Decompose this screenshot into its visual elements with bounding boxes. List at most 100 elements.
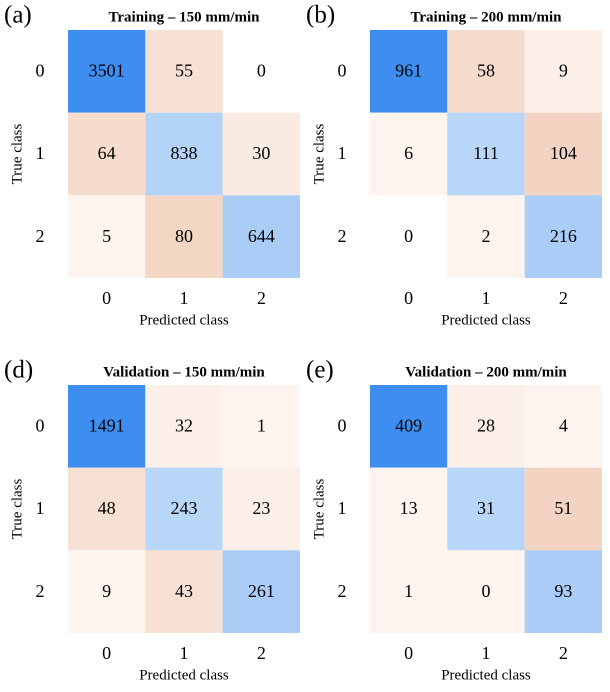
cell-value: 961 <box>395 60 422 80</box>
y-tick-label: 2 <box>36 226 45 246</box>
x-axis-label: Predicted class <box>139 312 229 328</box>
cell <box>222 195 300 278</box>
cell <box>145 550 223 633</box>
cell-value: 9 <box>102 581 111 601</box>
panel-label: (a) <box>4 2 32 29</box>
panel-label: (e) <box>306 357 334 384</box>
panel-title: Validation – 200 mm/min <box>405 364 567 380</box>
cell-value: 28 <box>477 415 495 435</box>
cell <box>222 112 300 196</box>
cell <box>524 385 602 468</box>
x-tick-label: 0 <box>404 643 413 663</box>
panel-title: Validation – 150 mm/min <box>103 364 265 380</box>
cell <box>145 30 223 113</box>
y-tick-label: 0 <box>36 60 45 80</box>
cell <box>68 550 146 633</box>
cell-value: 13 <box>400 498 418 518</box>
cell <box>370 112 448 196</box>
cell <box>370 195 448 278</box>
panel-title: Training – 200 mm/min <box>411 9 563 25</box>
cell <box>370 385 448 468</box>
cell <box>524 30 602 113</box>
x-tick-label: 0 <box>102 643 111 663</box>
y-tick-label: 0 <box>338 60 347 80</box>
cell <box>370 467 448 551</box>
cell-value: 1 <box>404 581 413 601</box>
x-tick-label: 0 <box>102 288 111 308</box>
y-tick-label: 2 <box>36 581 45 601</box>
y-tick-label: 1 <box>338 498 347 518</box>
cell <box>68 385 146 468</box>
y-tick-label: 0 <box>338 415 347 435</box>
x-tick-label: 1 <box>180 643 189 663</box>
x-axis-label: Predicted class <box>441 312 531 328</box>
x-tick-label: 1 <box>180 288 189 308</box>
cell-value: 3501 <box>89 60 125 80</box>
cell <box>145 467 223 551</box>
cell <box>524 467 602 551</box>
cell <box>68 195 146 278</box>
cell-value: 80 <box>175 226 193 246</box>
cell-value: 1 <box>257 415 266 435</box>
cell <box>145 195 223 278</box>
cell-value: 2 <box>482 226 491 246</box>
cell-value: 644 <box>248 226 275 246</box>
cell <box>222 385 300 468</box>
y-axis-label: True class <box>311 478 327 539</box>
cell-value: 43 <box>175 581 193 601</box>
cell-value: 0 <box>404 226 413 246</box>
cell <box>145 385 223 468</box>
cell <box>222 467 300 551</box>
cell-value: 6 <box>404 143 413 163</box>
y-tick-label: 2 <box>338 226 347 246</box>
y-tick-label: 1 <box>36 143 45 163</box>
cell-value: 31 <box>477 498 495 518</box>
cell-value: 32 <box>175 415 193 435</box>
x-axis-label: Predicted class <box>139 667 229 683</box>
cell-value: 5 <box>102 226 111 246</box>
cell-value: 51 <box>554 498 572 518</box>
x-tick-label: 2 <box>257 643 266 663</box>
y-axis-label: True class <box>311 123 327 184</box>
cell-value: 409 <box>395 415 422 435</box>
cell-value: 48 <box>98 498 116 518</box>
cell <box>447 30 525 113</box>
x-tick-label: 0 <box>404 288 413 308</box>
cell-value: 64 <box>98 143 116 163</box>
cell <box>68 112 146 196</box>
cell-value: 4 <box>559 415 568 435</box>
cell-value: 55 <box>175 60 193 80</box>
x-tick-label: 1 <box>482 643 491 663</box>
x-tick-label: 1 <box>482 288 491 308</box>
y-tick-label: 2 <box>338 581 347 601</box>
cell <box>145 112 223 196</box>
cell <box>524 550 602 633</box>
x-tick-label: 2 <box>257 288 266 308</box>
y-tick-label: 1 <box>36 498 45 518</box>
cell-value: 838 <box>171 143 198 163</box>
cell-value: 9 <box>559 60 568 80</box>
cell <box>222 550 300 633</box>
x-tick-label: 2 <box>559 288 568 308</box>
cell-value: 104 <box>550 143 577 163</box>
cell <box>447 195 525 278</box>
cell-value: 216 <box>550 226 577 246</box>
x-tick-label: 2 <box>559 643 568 663</box>
cell-value: 261 <box>248 581 275 601</box>
cell-value: 93 <box>554 581 572 601</box>
y-tick-label: 0 <box>36 415 45 435</box>
panel-label: (b) <box>306 2 335 29</box>
cell <box>68 30 146 113</box>
y-axis-label: True class <box>9 478 25 539</box>
cell <box>370 30 448 113</box>
cell <box>370 550 448 633</box>
y-axis-label: True class <box>9 123 25 184</box>
cell-value: 0 <box>482 581 491 601</box>
cell <box>524 195 602 278</box>
cell-value: 111 <box>473 143 499 163</box>
cell-value: 243 <box>171 498 198 518</box>
cell-value: 1491 <box>89 415 125 435</box>
cell <box>447 385 525 468</box>
panel-label: (d) <box>4 357 33 384</box>
